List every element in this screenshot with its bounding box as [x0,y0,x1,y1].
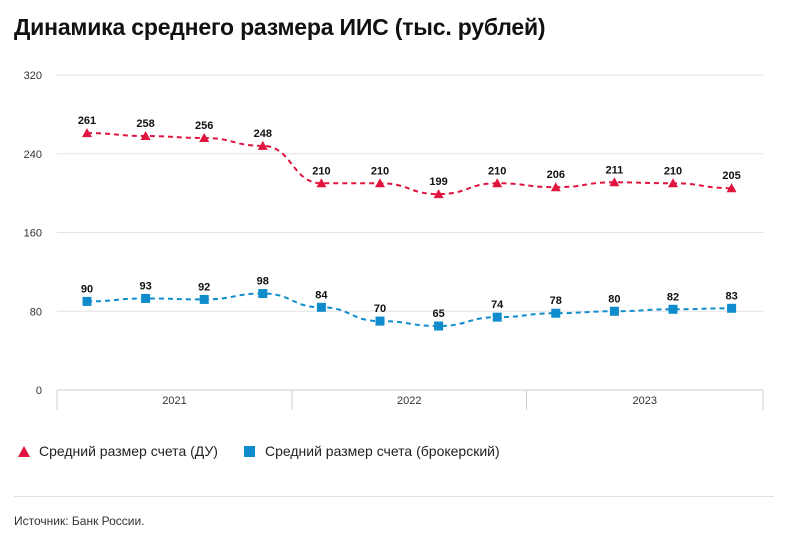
chart-title: Динамика среднего размера ИИС (тыс. рубл… [14,14,546,40]
triangle-marker-icon [18,445,30,457]
data-label: 210 [488,165,506,177]
data-labels: 261 258 256 248 210 210 199 210 206 211 210 205 90 93… [78,115,741,320]
x-axis: 2021 2022 2023 [56,390,764,410]
data-label: 256 [195,120,213,132]
chart-legend: Средний размер счета (ДУ) Средний размер… [18,443,526,459]
data-label: 82 [667,291,679,303]
square-marker-icon [243,445,255,457]
data-label: 78 [550,295,562,307]
y-tick-label: 0 [36,385,42,397]
data-point-du [433,189,444,199]
data-label: 65 [432,308,444,320]
data-point-broker [375,316,385,326]
data-label: 83 [725,290,737,302]
gridlines [57,74,763,391]
data-point-du [668,178,678,188]
y-tick-label: 80 [30,306,42,318]
series-markers [82,128,737,331]
line-chart: 0 80 160 240 320 2021 2022 2023 261 258 256 248 21… [24,70,764,410]
legend-item-broker[interactable]: Средний размер счета (брокерский) [243,443,500,459]
data-label: 90 [81,283,93,295]
legend-item-du[interactable]: Средний размер счета (ДУ) [18,443,218,459]
data-point-du [375,178,385,188]
data-point-broker [727,303,737,313]
y-tick-label: 240 [24,149,42,161]
data-point-broker [82,296,92,306]
data-label: 248 [254,128,272,140]
data-label: 98 [257,276,269,288]
data-point-du [492,178,503,188]
data-point-broker [492,312,502,322]
data-label: 92 [198,281,210,293]
data-point-du [257,140,268,150]
data-point-broker [316,302,326,312]
data-label: 210 [371,165,389,177]
footer-divider [14,496,774,497]
data-point-du [316,178,327,188]
x-tick-label: 2023 [633,395,657,407]
data-point-du [726,183,737,193]
series-lines [86,132,732,328]
data-label: 261 [78,115,96,127]
data-label: 84 [315,289,328,301]
y-tick-label: 320 [24,70,42,82]
data-point-broker [668,304,678,314]
source-note: Источник: Банк России. [14,514,145,528]
data-label: 80 [608,293,620,305]
data-label: 70 [374,303,386,315]
series-line-broker [86,292,732,328]
legend-label-broker: Средний размер счета (брокерский) [264,443,500,459]
y-tick-label: 160 [24,228,42,240]
data-label: 74 [491,299,504,311]
data-point-broker [141,293,151,303]
data-point-broker [199,294,209,304]
data-point-du [199,133,210,142]
series-line-du [86,132,732,196]
data-label: 210 [312,165,330,177]
data-point-du [550,182,561,192]
x-tick-label: 2022 [397,395,421,407]
data-label: 258 [136,118,154,130]
legend-label-du: Средний размер счета (ДУ) [39,443,218,459]
data-label: 93 [139,280,151,292]
data-label: 206 [547,169,565,181]
data-point-broker [609,306,619,316]
y-axis-ticks: 0 80 160 240 320 [24,70,42,397]
data-label: 205 [722,170,740,182]
x-tick-label: 2021 [162,395,186,407]
data-point-broker [434,321,444,331]
data-label: 211 [606,164,624,176]
data-point-broker [551,308,561,318]
data-point-broker [258,289,268,299]
data-point-du [140,131,151,141]
data-point-du [609,177,620,187]
data-label: 199 [429,176,447,188]
data-label: 210 [664,165,682,177]
data-point-du [82,128,92,138]
